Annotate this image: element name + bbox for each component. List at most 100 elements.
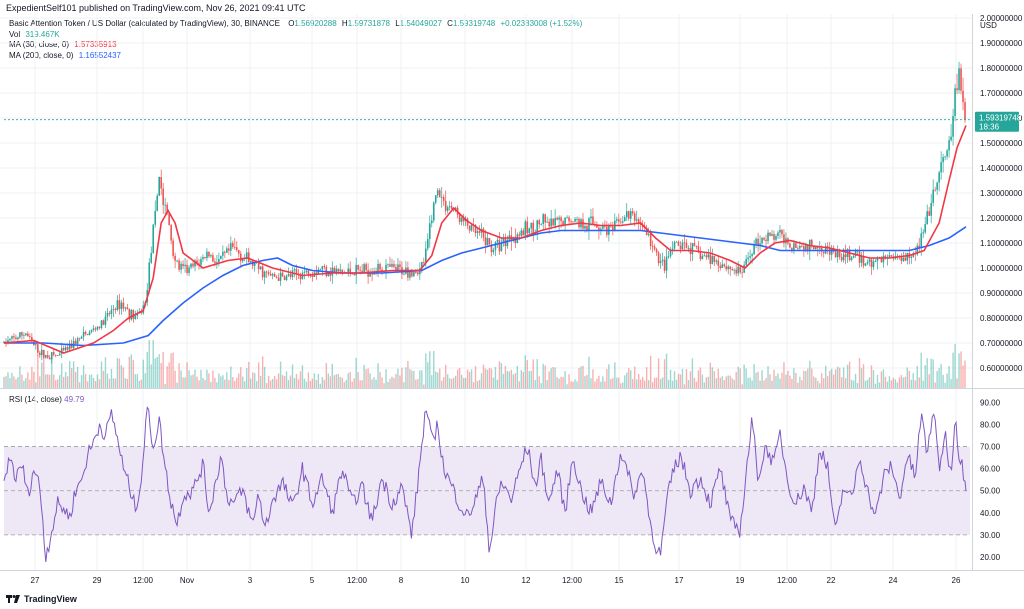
volume-bar <box>713 371 716 388</box>
ma30-line <box>3 125 967 354</box>
volume-bar <box>558 378 560 388</box>
volume-bar <box>675 379 678 388</box>
candle-body <box>500 242 503 252</box>
volume-bar <box>779 378 781 388</box>
candle-body <box>126 307 129 310</box>
volume-bar <box>162 352 164 388</box>
candle-body <box>598 227 600 231</box>
volume-bar <box>767 366 769 388</box>
volume-bar <box>86 381 89 388</box>
volume-bar <box>55 380 57 388</box>
volume-bar <box>202 377 204 388</box>
candle-body <box>377 263 379 272</box>
volume-bar <box>349 372 351 388</box>
candle-body <box>572 221 574 223</box>
candle-body <box>349 268 352 274</box>
volume-bar <box>964 360 966 388</box>
volume-value: 319.467K <box>25 29 60 39</box>
candle-body <box>210 255 212 257</box>
volume-bar <box>852 380 855 388</box>
volume-bar <box>739 368 741 388</box>
candle-body <box>46 355 49 358</box>
candle-body <box>958 68 960 91</box>
candle-body <box>315 272 318 274</box>
volume-bar <box>297 379 300 388</box>
candle-body <box>160 176 162 189</box>
ohlc-close-key: C <box>447 19 453 28</box>
candle-body <box>705 255 708 258</box>
volume-bar <box>3 376 5 388</box>
candle-body <box>584 226 586 229</box>
candle-body <box>779 229 781 233</box>
volume-bar <box>528 371 530 388</box>
candle-body <box>777 232 779 236</box>
volume-bar <box>960 351 962 388</box>
volume-bar <box>484 368 487 388</box>
volume-bar <box>160 362 162 388</box>
volume-bar <box>643 380 646 388</box>
volume-bar <box>381 377 383 388</box>
volume-bar <box>797 382 799 388</box>
volume-bar <box>180 370 182 388</box>
candle-body <box>679 245 682 249</box>
volume-bar <box>584 376 586 388</box>
candle-body <box>950 136 952 141</box>
volume-bar <box>425 353 427 388</box>
volume-bar <box>500 363 503 388</box>
volume-bar <box>773 369 775 388</box>
volume-bar <box>413 371 415 388</box>
candle-body <box>156 195 159 211</box>
volume-bar <box>870 365 873 388</box>
price-axis[interactable]: 2.00000000 1.90000000 1.80000000 1.70000000… <box>980 14 1023 373</box>
candle-body <box>337 268 340 272</box>
candle-body <box>685 242 688 249</box>
publisher-line: ExpedientSelf101 published on TradingVie… <box>6 3 306 13</box>
volume-bar <box>383 383 385 388</box>
volume-bar <box>291 364 294 388</box>
candle-body <box>190 263 192 268</box>
volume-bar <box>906 367 909 388</box>
candle-body <box>444 200 447 211</box>
price-tick-label: 1.10000000 <box>980 239 1023 248</box>
volume-bar <box>452 377 455 388</box>
candle-body <box>196 260 198 264</box>
candle-body <box>235 247 238 251</box>
candle-body <box>96 326 99 330</box>
price-tag-value: 1.59319748 <box>979 114 1022 123</box>
candle-body <box>743 264 745 273</box>
candle-body <box>834 251 837 258</box>
volume-bar <box>116 358 119 388</box>
candle-body <box>44 355 47 358</box>
candle-body <box>749 256 751 258</box>
volume-bar <box>114 378 117 388</box>
volume-bar <box>829 370 831 388</box>
volume-bar <box>556 377 558 388</box>
candle-body <box>484 237 487 246</box>
candle-body <box>230 243 232 251</box>
volume-bar <box>120 365 123 388</box>
volume-bar <box>832 374 835 388</box>
volume-bar <box>769 374 771 388</box>
tradingview-logo[interactable]: TradingView <box>6 594 77 604</box>
rsi-axis[interactable]: 90.00 80.00 70.00 60.00 50.00 40.00 30.00 20.00 <box>980 398 1001 562</box>
volume-bar <box>132 360 135 388</box>
candle-body <box>434 195 437 203</box>
volume-bar <box>339 376 341 388</box>
volume-bar <box>232 377 234 388</box>
candle-body <box>502 238 505 243</box>
candle-body <box>621 221 624 223</box>
candle-body <box>522 230 525 236</box>
volume-bar <box>188 370 190 388</box>
candle-body <box>755 238 757 245</box>
volume-bar <box>490 368 493 388</box>
candle-body <box>625 211 628 218</box>
candle-body <box>673 242 676 249</box>
volume-bar <box>289 375 292 388</box>
volume-bar <box>136 374 139 388</box>
time-axis[interactable]: 27 29 12:00 Nov 3 5 12:00 8 10 12 12:00 15 17 19 12:00… <box>31 576 961 585</box>
candle-body <box>703 255 706 257</box>
volume-bar <box>439 368 441 388</box>
volume-bar <box>369 373 371 388</box>
volume-bar <box>480 373 483 388</box>
